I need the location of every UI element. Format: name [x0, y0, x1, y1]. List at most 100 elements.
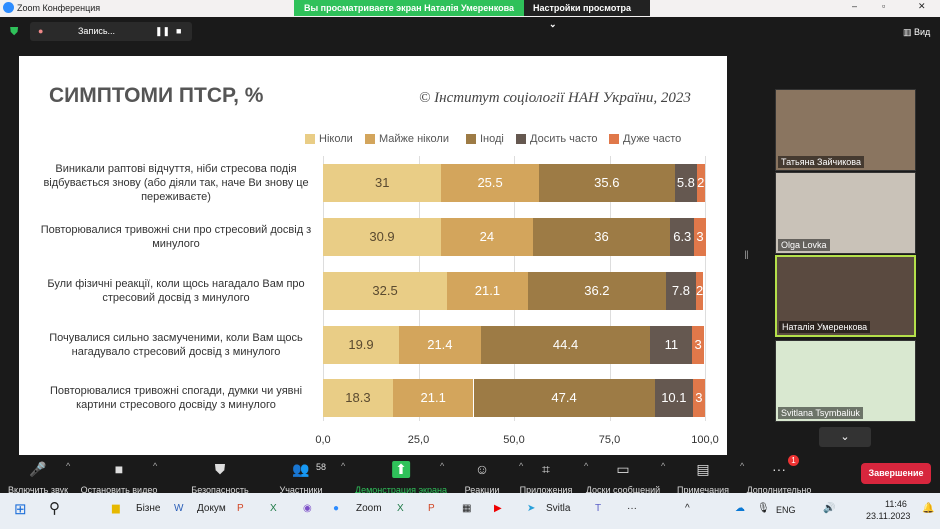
category-label: Були фізичні реакції, коли щось нагадало… — [47, 278, 305, 304]
clock-time[interactable]: 11:46 — [885, 499, 907, 509]
view-icon: ▥ — [903, 27, 912, 37]
taskbar-app-telegram[interactable]: Svitla — [546, 503, 571, 514]
zoom-logo-icon — [3, 2, 14, 13]
slide-source: © Інститут соціології НАН України, 2023 — [419, 90, 691, 106]
bar-segment: 30.9 — [323, 218, 442, 256]
bar-segment: 19.9 — [323, 326, 400, 364]
minimize-button[interactable]: – — [852, 1, 858, 11]
bar-segment: 6.3 — [670, 218, 695, 256]
maximize-button[interactable]: ▫ — [882, 1, 886, 11]
category-label: Почувалися сильно засмученими, коли Вам … — [49, 332, 303, 358]
scroll-down-button[interactable]: ⌄ — [819, 427, 871, 447]
more-icon: ··· — [772, 461, 786, 477]
folder-icon[interactable]: ▆ — [112, 503, 120, 514]
participant-video-tile[interactable]: Наталія Умеренкова — [775, 255, 916, 337]
viewing-banner: Вы просматриваете экран Наталія Умеренко… — [294, 0, 524, 16]
bar-segment: 24 — [441, 218, 533, 256]
bar-segment: 3 — [692, 326, 704, 364]
telegram-icon[interactable]: ➤ — [527, 503, 536, 514]
legend-item: Майже ніколи — [365, 133, 449, 145]
notification-badge: 1 — [788, 455, 799, 466]
x-tick-label: 75,0 — [598, 434, 621, 446]
view-button[interactable]: ▥ Вид — [903, 27, 930, 38]
bar-segment: 21.1 — [392, 379, 474, 417]
bar-segment: 31 — [323, 164, 442, 202]
end-meeting-button[interactable]: Завершение — [861, 463, 931, 484]
x-tick-label: 25,0 — [407, 434, 430, 446]
zoom-icon[interactable]: ● — [333, 503, 340, 514]
chevron-up-icon[interactable]: ^ — [440, 461, 445, 471]
viber-icon[interactable]: ◉ — [303, 503, 312, 514]
apps-icon: ⌗ — [542, 461, 550, 477]
taskbar-app-files[interactable]: Бізне — [136, 503, 161, 514]
legend-item: Іноді — [466, 133, 504, 145]
participant-video-tile[interactable]: Татьяна Зайчикова — [775, 89, 916, 171]
chevron-down-icon: ⌄ — [549, 19, 557, 29]
powerpoint-icon[interactable]: P — [237, 503, 244, 514]
chevron-up-icon[interactable]: ^ — [519, 461, 524, 471]
volume-icon[interactable]: 🔊 — [823, 503, 836, 514]
legend-swatch — [365, 134, 375, 144]
clock-date[interactable]: 23.11.2023 — [866, 511, 911, 521]
taskbar-app-word[interactable]: Докум — [197, 503, 226, 514]
microphone-icon[interactable]: 🎙 — [757, 503, 770, 514]
language-indicator[interactable]: ENG — [776, 505, 796, 515]
gridline — [705, 156, 706, 421]
toolbar-label: Остановить видео — [80, 485, 158, 495]
windows-start-icon[interactable]: ⊞ — [14, 501, 27, 518]
word-icon[interactable]: W — [174, 503, 184, 514]
stop-icon[interactable]: ■ — [176, 26, 182, 36]
bar-segment: 11 — [650, 326, 693, 364]
shared-slide: СИМПТОМИ ПТСР, % © Інститут соціології Н… — [19, 56, 727, 455]
participant-video-tile[interactable]: Olga Lovka — [775, 172, 916, 254]
excel-icon[interactable]: X — [270, 503, 277, 514]
teams-icon[interactable]: T — [595, 503, 602, 514]
participant-video-tile[interactable]: Svitlana Tsymbaliuk — [775, 340, 916, 422]
x-tick-label: 0,0 — [315, 434, 331, 446]
bar-segment: 2 — [696, 164, 705, 202]
chevron-up-icon[interactable]: ^ — [661, 461, 666, 471]
legend-swatch — [516, 134, 526, 144]
chevron-up-icon[interactable]: ^ — [685, 503, 690, 514]
participants-count: 58 — [316, 462, 327, 472]
panel-resize-handle[interactable]: ‖ — [744, 248, 749, 262]
chevron-up-icon[interactable]: ^ — [66, 461, 71, 471]
x-tick-label: 100,0 — [691, 434, 719, 446]
search-icon[interactable]: ⚲ — [49, 500, 60, 517]
calculator-icon[interactable]: ▦ — [462, 503, 472, 514]
x-tick-label: 50,0 — [503, 434, 525, 446]
youtube-icon[interactable]: ▶ — [494, 503, 502, 514]
whiteboards-icon: ▭ — [616, 461, 630, 477]
powerpoint-icon[interactable]: P — [428, 503, 435, 514]
participant-name: Наталія Умеренкова — [779, 321, 871, 333]
onedrive-icon[interactable]: ☁ — [735, 503, 745, 514]
category-label: Виникали раптові відчуття, ніби стресова… — [43, 163, 309, 203]
bar-segment: 25.5 — [441, 164, 539, 202]
view-settings-button[interactable]: Настройки просмотра ⌄ — [524, 0, 650, 29]
participant-name: Olga Lovka — [778, 239, 830, 251]
bar-segment: 36 — [532, 218, 671, 256]
bar-segment: 44.4 — [480, 326, 651, 364]
notes-icon: ▤ — [696, 461, 710, 477]
taskbar-app-zoom[interactable]: Zoom — [356, 503, 382, 514]
participants-icon: 👥 — [292, 461, 310, 477]
pause-icon[interactable]: ❚❚ — [155, 26, 171, 36]
participant-name: Татьяна Зайчикова — [778, 156, 864, 168]
legend-item: Дуже часто — [609, 133, 681, 145]
toolbar-label: Примечания — [677, 485, 729, 495]
meeting-toolbar: 🎤 Включить звук ■ Остановить видео ⛊ Безопасн… — [0, 455, 940, 495]
more-apps-icon[interactable]: ··· — [627, 503, 637, 514]
close-button[interactable]: ✕ — [918, 1, 926, 11]
notification-bell-icon[interactable]: 🔔 — [922, 503, 935, 514]
legend-label: Досить часто — [530, 133, 598, 145]
shield-icon: ⛊ — [10, 26, 19, 38]
recording-label: Запись... — [78, 26, 116, 36]
chevron-up-icon[interactable]: ^ — [341, 461, 346, 471]
chevron-up-icon[interactable]: ^ — [740, 461, 745, 471]
toolbar-label: Включить звук — [7, 485, 69, 495]
chevron-up-icon[interactable]: ^ — [153, 461, 158, 471]
chevron-up-icon[interactable]: ^ — [584, 461, 589, 471]
excel-icon[interactable]: X — [397, 503, 404, 514]
view-settings-label: Настройки просмотра — [533, 3, 632, 13]
participant-name: Svitlana Tsymbaliuk — [778, 407, 863, 419]
